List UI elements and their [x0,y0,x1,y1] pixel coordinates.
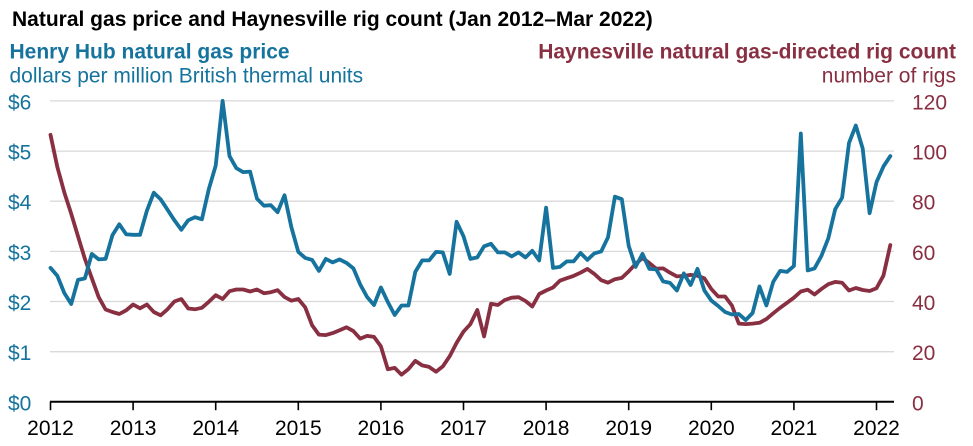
svg-text:60: 60 [912,242,935,265]
svg-text:2020: 2020 [688,417,735,440]
svg-text:100: 100 [912,142,947,165]
svg-text:$6: $6 [8,91,31,114]
svg-text:Natural gas price and Haynesvi: Natural gas price and Haynesville rig co… [12,8,653,31]
svg-text:Haynesville natural gas-direct: Haynesville natural gas-directed rig cou… [538,40,956,63]
svg-text:2019: 2019 [605,417,652,440]
svg-text:$1: $1 [8,342,31,365]
svg-text:20: 20 [912,342,935,365]
svg-text:2016: 2016 [358,417,405,440]
svg-text:80: 80 [912,192,935,215]
svg-text:number of rigs: number of rigs [822,64,956,87]
svg-text:40: 40 [912,292,935,315]
svg-text:2017: 2017 [440,417,487,440]
svg-text:2022: 2022 [853,417,900,440]
svg-text:2014: 2014 [192,417,239,440]
svg-text:120: 120 [912,91,947,114]
svg-text:2018: 2018 [523,417,570,440]
svg-text:2021: 2021 [771,417,818,440]
svg-text:$0: $0 [8,392,31,415]
svg-text:$4: $4 [8,192,32,215]
svg-text:2013: 2013 [110,417,157,440]
svg-text:$3: $3 [8,242,31,265]
svg-text:2015: 2015 [275,417,322,440]
svg-text:$2: $2 [8,292,31,315]
svg-text:$5: $5 [8,142,31,165]
svg-text:0: 0 [912,392,924,415]
svg-text:2012: 2012 [27,417,74,440]
svg-text:Henry Hub natural gas price: Henry Hub natural gas price [10,40,290,63]
svg-text:dollars per million British th: dollars per million British thermal unit… [10,64,364,87]
